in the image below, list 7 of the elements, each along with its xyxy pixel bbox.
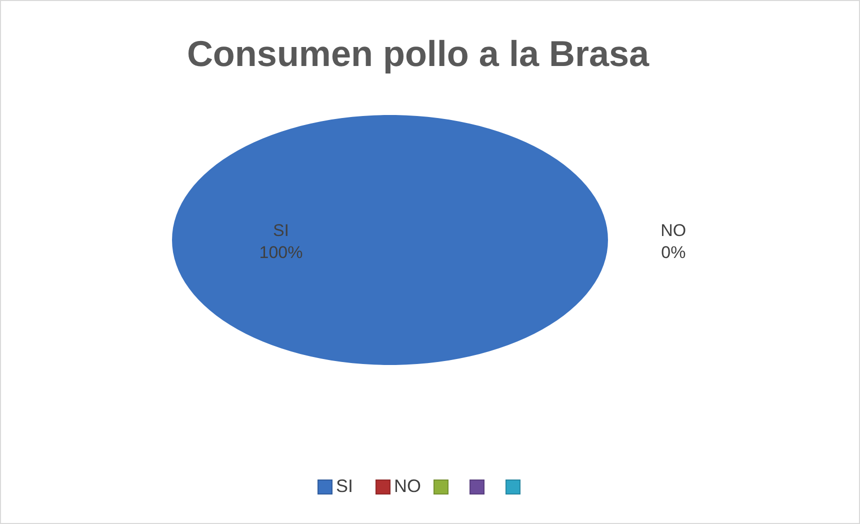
category-label: NO xyxy=(660,221,686,240)
legend-label: NO xyxy=(394,476,421,496)
legend-label: SI xyxy=(336,476,354,496)
text: 0% xyxy=(661,243,686,262)
data-label: 100% xyxy=(259,243,303,262)
slice-label: SI xyxy=(272,221,290,240)
chart-title: Consumen pollo a la Brasa xyxy=(186,33,650,74)
